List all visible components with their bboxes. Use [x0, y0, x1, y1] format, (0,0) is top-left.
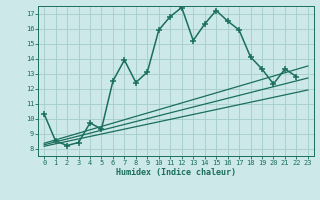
X-axis label: Humidex (Indice chaleur): Humidex (Indice chaleur)	[116, 168, 236, 177]
